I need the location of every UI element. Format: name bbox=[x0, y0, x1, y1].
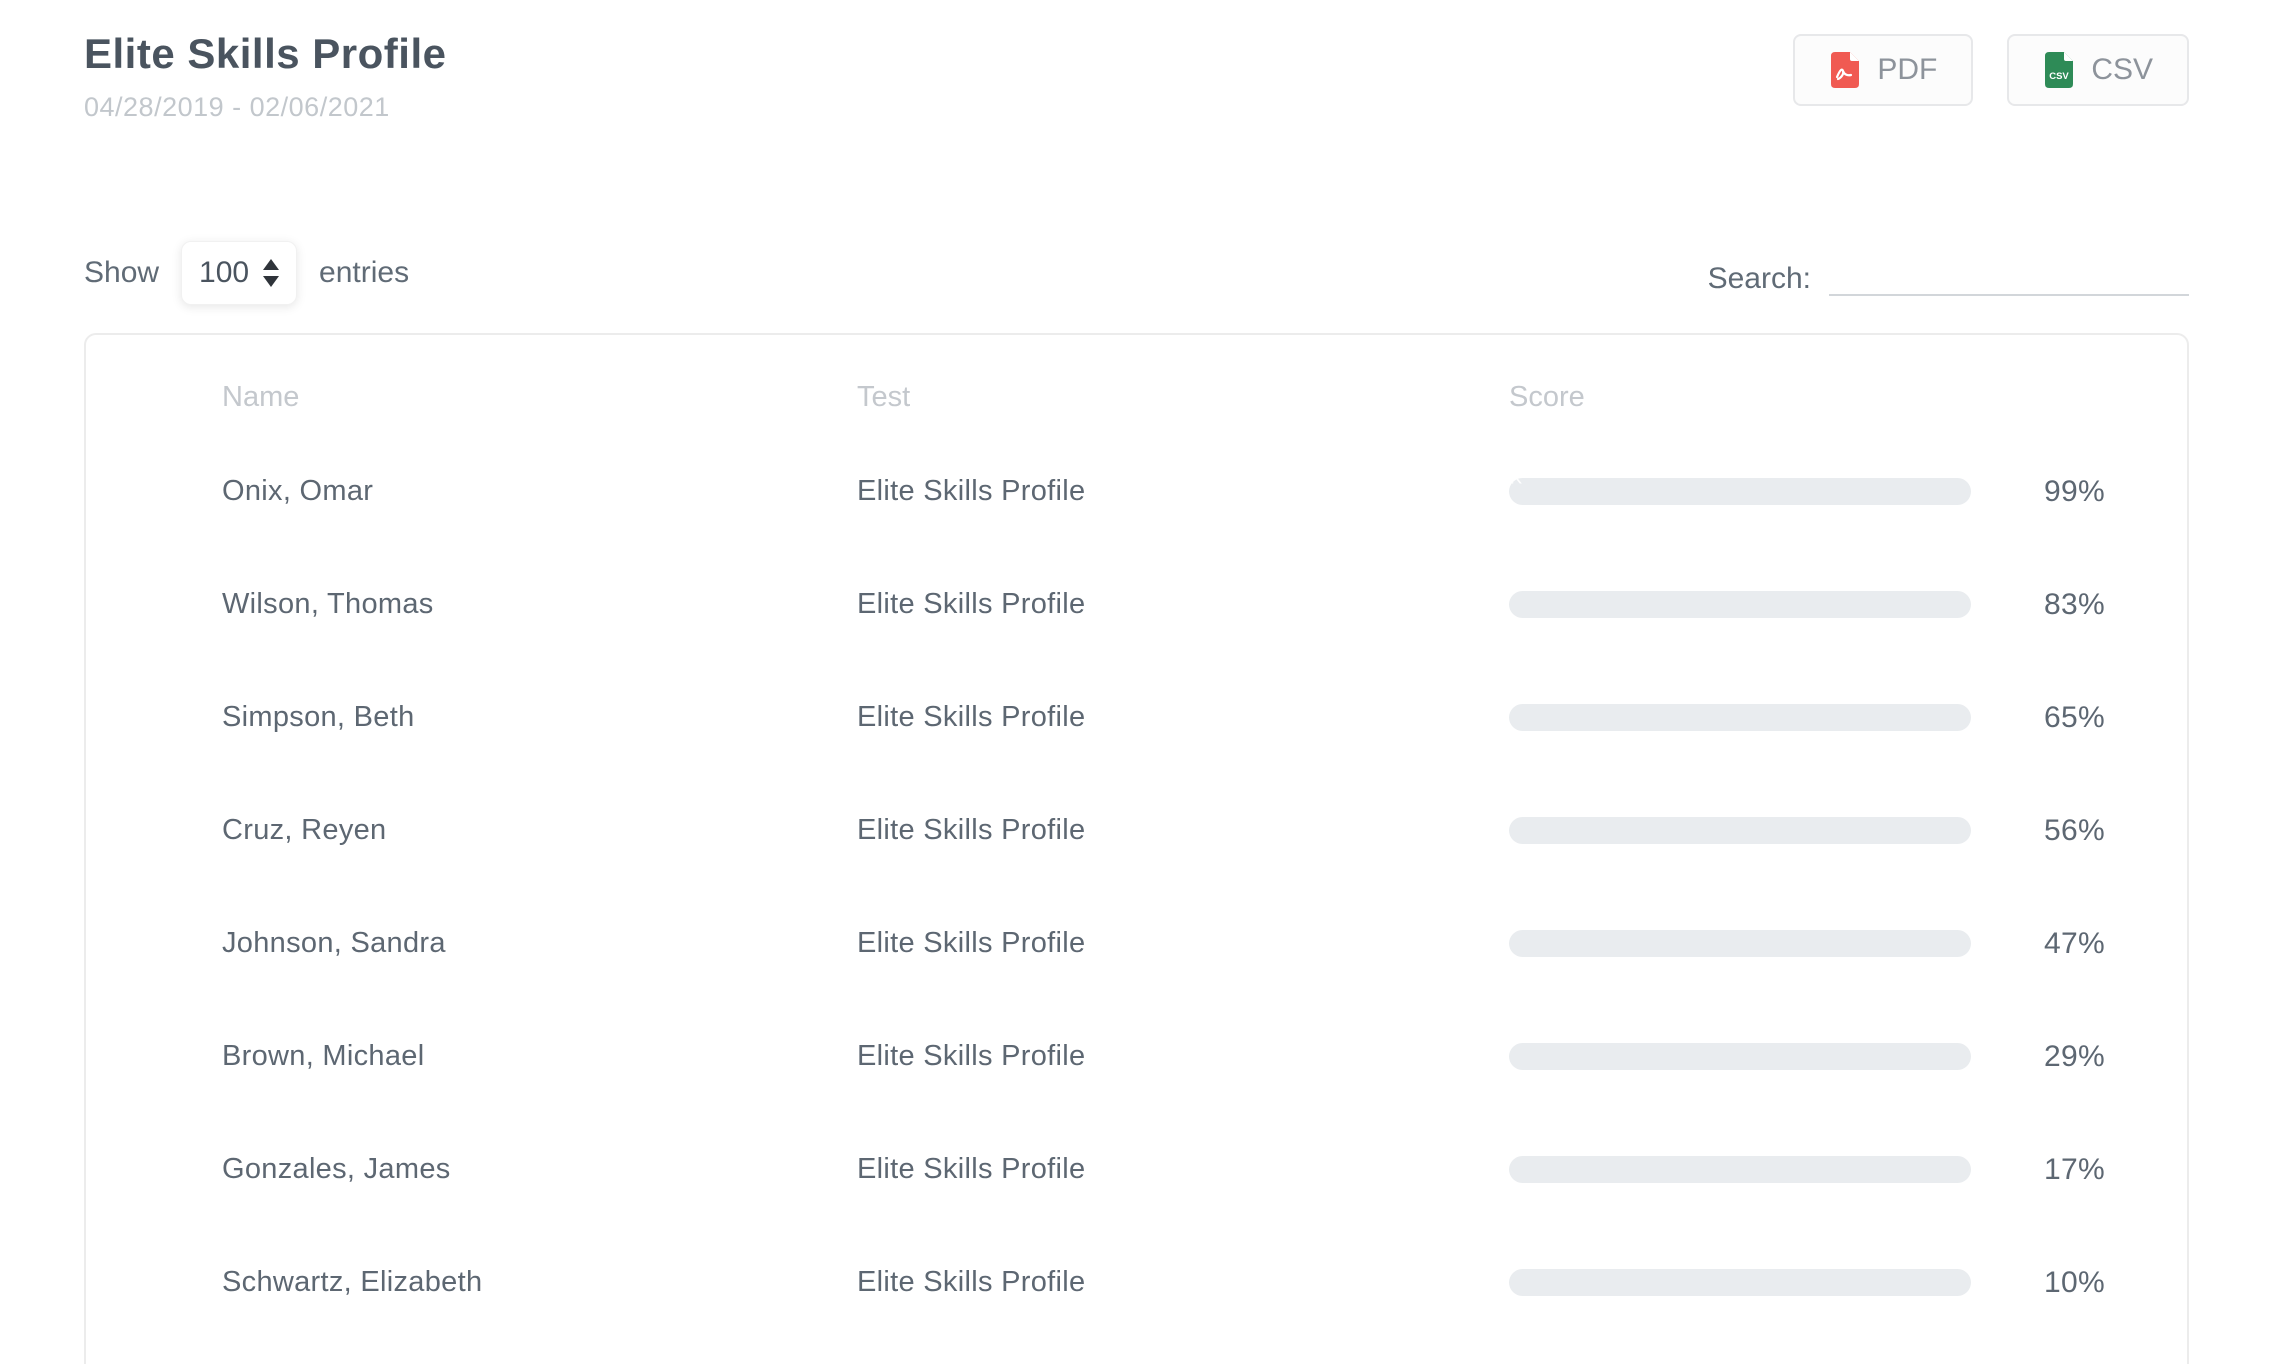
row-test: Elite Skills Profile bbox=[857, 588, 1086, 620]
table-row: Schwartz, Elizabeth Elite Skills Profile… bbox=[222, 1226, 2105, 1339]
show-entries-control: Show 100 entries bbox=[84, 241, 409, 305]
score-bar-label: OK bbox=[1509, 478, 1523, 489]
date-range: 04/28/2019 - 02/06/2021 bbox=[84, 92, 390, 122]
row-test: Elite Skills Profile bbox=[857, 1153, 1086, 1185]
score-percent: 29% bbox=[2044, 1039, 2105, 1073]
csv-icon-text: CSV bbox=[2050, 71, 2070, 82]
row-score-cell: 65% bbox=[1509, 701, 2105, 735]
csv-file-icon: CSV bbox=[2043, 50, 2075, 90]
pdf-export-button[interactable]: PDF bbox=[1793, 34, 1974, 106]
score-percent: 56% bbox=[2044, 813, 2105, 847]
row-score-cell: 83% bbox=[1509, 588, 2105, 622]
row-name: Onix, Omar bbox=[222, 475, 374, 507]
column-header-score[interactable]: Score bbox=[1509, 380, 1585, 413]
table-body: Onix, Omar Elite Skills Profile OK 99% W… bbox=[222, 435, 2105, 1339]
row-test: Elite Skills Profile bbox=[857, 814, 1086, 846]
row-test: Elite Skills Profile bbox=[857, 701, 1086, 733]
row-score-cell: 10% bbox=[1509, 1266, 2105, 1300]
table-row: Cruz, Reyen Elite Skills Profile 56% bbox=[222, 774, 2105, 887]
table-header-row: Name Test Score bbox=[222, 359, 2067, 435]
row-name: Gonzales, James bbox=[222, 1153, 451, 1185]
row-test: Elite Skills Profile bbox=[857, 1040, 1086, 1072]
row-name: Brown, Michael bbox=[222, 1040, 425, 1072]
score-percent: 10% bbox=[2044, 1265, 2105, 1299]
score-percent: 65% bbox=[2044, 700, 2105, 734]
entries-count-value: 100 bbox=[199, 256, 250, 289]
score-percent: 83% bbox=[2044, 587, 2105, 621]
row-score-cell: 47% bbox=[1509, 927, 2105, 961]
page-title: Elite Skills Profile bbox=[84, 30, 447, 77]
row-score-cell: 17% bbox=[1509, 1153, 2105, 1187]
row-name: Johnson, Sandra bbox=[222, 927, 446, 959]
score-bar-track bbox=[1509, 930, 1971, 957]
entries-label: entries bbox=[319, 256, 410, 289]
spinner-down-icon[interactable] bbox=[263, 276, 280, 287]
row-test: Elite Skills Profile bbox=[857, 927, 1086, 959]
row-test: Elite Skills Profile bbox=[857, 1266, 1086, 1298]
table-row: Brown, Michael Elite Skills Profile 29% bbox=[222, 1000, 2105, 1113]
entries-count-spinner[interactable]: 100 bbox=[181, 241, 298, 305]
column-header-name[interactable]: Name bbox=[222, 380, 300, 413]
search-input[interactable] bbox=[1829, 250, 2189, 296]
spinner-arrows bbox=[263, 259, 280, 287]
score-bar-track bbox=[1509, 1043, 1971, 1070]
table-row: Simpson, Beth Elite Skills Profile 65% bbox=[222, 661, 2105, 774]
column-header-test[interactable]: Test bbox=[857, 380, 911, 413]
table-row: Johnson, Sandra Elite Skills Profile 47% bbox=[222, 887, 2105, 1000]
csv-export-button[interactable]: CSV CSV bbox=[2007, 34, 2189, 106]
table-controls: Show 100 entries Search: bbox=[84, 241, 2189, 305]
csv-button-label: CSV bbox=[2091, 53, 2153, 86]
row-name: Schwartz, Elizabeth bbox=[222, 1266, 483, 1298]
score-percent: 17% bbox=[2044, 1152, 2105, 1186]
score-bar-track bbox=[1509, 1269, 1971, 1296]
table-row: Onix, Omar Elite Skills Profile OK 99% bbox=[222, 435, 2105, 548]
score-bar-track bbox=[1509, 1156, 1971, 1183]
row-score-cell: 29% bbox=[1509, 1040, 2105, 1074]
page-header: Elite Skills Profile 04/28/2019 - 02/06/… bbox=[84, 30, 2189, 123]
row-score-cell: 56% bbox=[1509, 814, 2105, 848]
pdf-button-label: PDF bbox=[1877, 53, 1938, 86]
score-bar-track bbox=[1509, 704, 1971, 731]
score-percent: 47% bbox=[2044, 926, 2105, 960]
row-name: Simpson, Beth bbox=[222, 701, 415, 733]
search-label: Search: bbox=[1707, 262, 1811, 295]
search-control: Search: bbox=[1708, 250, 2189, 296]
score-percent: 99% bbox=[2044, 474, 2105, 508]
score-bar-track bbox=[1509, 591, 1971, 618]
row-test: Elite Skills Profile bbox=[857, 475, 1086, 507]
table-row: Gonzales, James Elite Skills Profile 17% bbox=[222, 1113, 2105, 1226]
show-label: Show bbox=[84, 256, 160, 289]
export-buttons: PDF CSV CSV bbox=[1793, 34, 2189, 106]
row-name: Wilson, Thomas bbox=[222, 588, 434, 620]
score-bar-track bbox=[1509, 817, 1971, 844]
spinner-up-icon[interactable] bbox=[263, 259, 280, 270]
row-score-cell: OK 99% bbox=[1509, 475, 2105, 509]
results-table-card: Name Test Score Onix, Omar Elite Skills … bbox=[84, 333, 2189, 1364]
pdf-file-icon bbox=[1829, 50, 1861, 90]
score-bar-track: OK bbox=[1509, 478, 1971, 505]
row-name: Cruz, Reyen bbox=[222, 814, 387, 846]
title-block: Elite Skills Profile 04/28/2019 - 02/06/… bbox=[84, 30, 446, 123]
table-row: Wilson, Thomas Elite Skills Profile 83% bbox=[222, 548, 2105, 661]
